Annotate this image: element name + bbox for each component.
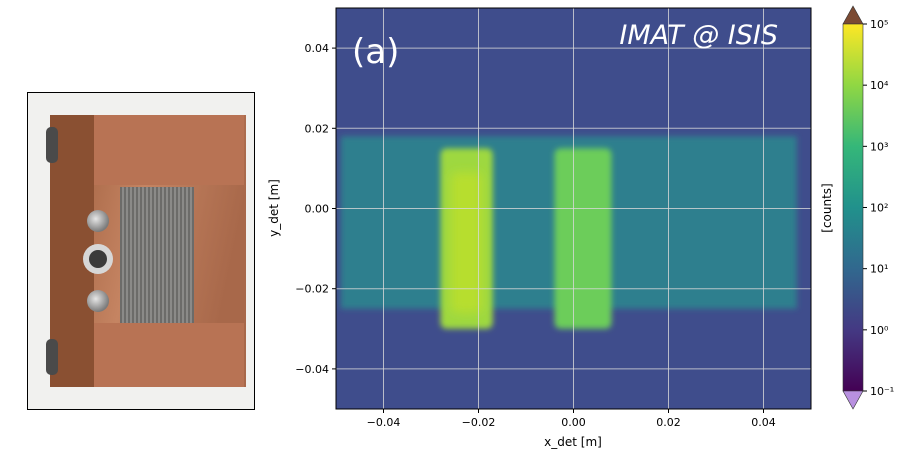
colorbar: 10⁵ 10⁴ 10³ 10² 10¹ 10⁰ 10⁻¹ [counts] bbox=[820, 5, 894, 410]
colorbar-label: [counts] bbox=[820, 183, 834, 232]
colorbar-tick-label: 10¹ bbox=[870, 263, 888, 276]
x-tick-label: −0.04 bbox=[367, 416, 401, 429]
instrument-label: IMAT @ ISIS bbox=[619, 20, 778, 51]
x-tick-label: −0.02 bbox=[462, 416, 496, 429]
y-tick-label: 0.00 bbox=[305, 203, 330, 216]
sample-holder-image bbox=[46, 115, 246, 387]
panel-label: (a) bbox=[352, 32, 399, 72]
region-right-bright-band bbox=[554, 148, 612, 329]
sample-photo bbox=[27, 92, 255, 410]
colorbar-extend-max bbox=[842, 5, 864, 25]
colorbar-tick-label: 10⁻¹ bbox=[870, 385, 894, 398]
colorbar-tick-label: 10⁵ bbox=[870, 18, 888, 31]
x-axis-label: x_det [m] bbox=[544, 435, 602, 449]
region-left-band-core bbox=[450, 172, 483, 313]
y-axis-ticks: 0.04 0.02 0.00 −0.02 −0.04 bbox=[295, 42, 336, 376]
x-tick-label: 0.04 bbox=[751, 416, 776, 429]
colorbar-gradient bbox=[842, 23, 864, 392]
colorbar-tick-label: 10⁴ bbox=[870, 79, 889, 92]
colorbar-tick-label: 10³ bbox=[870, 140, 888, 153]
y-axis-label: y_det [m] bbox=[267, 179, 281, 237]
colorbar-tick-label: 10² bbox=[870, 202, 888, 215]
grid-lines bbox=[336, 8, 811, 409]
colorbar-ticks: 10⁵ 10⁴ 10³ 10² 10¹ 10⁰ 10⁻¹ bbox=[863, 18, 894, 398]
colorbar-extend-min bbox=[842, 390, 864, 410]
y-tick-label: −0.04 bbox=[295, 363, 329, 376]
y-tick-label: −0.02 bbox=[295, 283, 329, 296]
y-tick-label: 0.04 bbox=[305, 42, 330, 55]
x-tick-label: 0.02 bbox=[656, 416, 681, 429]
x-axis-ticks: −0.04 −0.02 0.00 0.02 0.04 bbox=[367, 409, 776, 429]
y-tick-label: 0.02 bbox=[305, 122, 330, 135]
x-tick-label: 0.00 bbox=[561, 416, 586, 429]
colorbar-tick-label: 10⁰ bbox=[870, 324, 889, 337]
